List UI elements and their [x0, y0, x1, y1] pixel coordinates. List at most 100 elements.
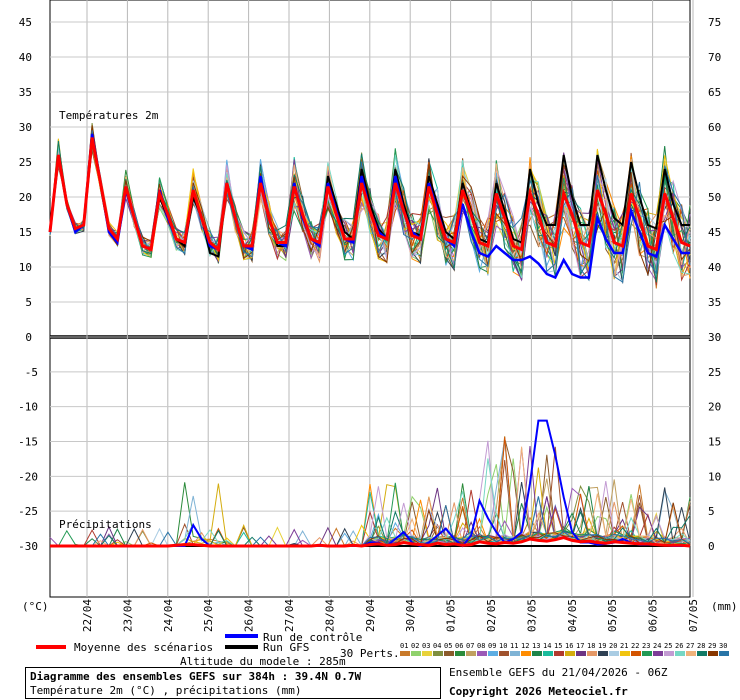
legend-pert-swatch [565, 651, 575, 656]
footer-subtitle: Température 2m (°C) , précipitations (mm… [30, 684, 302, 697]
precip-right-tick: 10 [708, 470, 721, 483]
legend-pert-number: 17 [576, 642, 584, 650]
legend-pert-number: 19 [598, 642, 606, 650]
legend-pert-swatch [675, 651, 685, 656]
temp-left-tick: 5 [25, 296, 32, 309]
temp-left-tick: 10 [19, 261, 32, 274]
legend-pert-swatch [400, 651, 410, 656]
precip-right-tick: 25 [708, 366, 721, 379]
x-tick-label: 23/04 [121, 599, 134, 632]
temperature-series [48, 123, 691, 289]
x-tick-label: 27/04 [283, 599, 296, 632]
temp-right-tick: 65 [708, 86, 721, 99]
legend-pert-swatch [708, 651, 718, 656]
legend-pert-number: 13 [532, 642, 540, 650]
temp-left-tick: 20 [19, 191, 32, 204]
legend-pert-swatch [477, 651, 487, 656]
legend-pert-swatch [521, 651, 531, 656]
legend-pert-swatch [543, 651, 553, 656]
legend-control-label: Run de contrôle [263, 631, 363, 644]
legend-pert-number: 26 [675, 642, 683, 650]
precip-left-tick: -20 [18, 470, 38, 483]
legend-pert-swatch [620, 651, 630, 656]
x-tick-label: 26/04 [243, 599, 256, 632]
precip-left-tick: -10 [18, 401, 38, 414]
x-tick-label: 02/05 [485, 599, 498, 632]
temp-right-tick: 70 [708, 51, 721, 64]
legend-pert-number: 16 [565, 642, 573, 650]
legend-pert-number: 27 [686, 642, 694, 650]
legend-mean-label: Moyenne des scénarios [74, 641, 214, 654]
temp-right-tick: 55 [708, 156, 721, 169]
legend-pert-number: 21 [620, 642, 628, 650]
x-tick-label: 05/05 [606, 599, 619, 632]
temp-right-tick: 60 [708, 121, 721, 134]
legend-pert-swatch [444, 651, 454, 656]
legend-pert-number: 12 [521, 642, 529, 650]
precip-left-tick: -25 [18, 505, 38, 518]
footer-title-box: Diagramme des ensembles GEFS sur 384h : … [25, 667, 441, 699]
legend-pert-number: 15 [554, 642, 562, 650]
legend-pert-swatch [642, 651, 652, 656]
x-tick-label: 04/05 [566, 599, 579, 632]
altitude-label: Altitude du modele : 285m [180, 655, 346, 668]
x-tick-label: 25/04 [202, 599, 215, 632]
temp-left-tick: 0 [25, 331, 32, 344]
legend-pert-swatch [433, 651, 443, 656]
legend-pert-number: 23 [642, 642, 650, 650]
chart-grid [50, 0, 694, 597]
legend-pert-swatch [411, 651, 421, 656]
legend-pert-number: 02 [411, 642, 419, 650]
legend-pert-swatch [510, 651, 520, 656]
precip-left-tick: -30 [18, 540, 38, 553]
legend-pert-number: 24 [653, 642, 661, 650]
temp-left-tick: 25 [19, 156, 32, 169]
legend-pert-number: 22 [631, 642, 639, 650]
legend-swatches: 01 02 03 04 05 06 07 08 09 10 11 12 13 14 15 16 17 18 19 20… [36, 634, 729, 656]
legend-pert-swatch [664, 651, 674, 656]
legend-pert-swatch [686, 651, 696, 656]
x-tick-label: 07/05 [687, 599, 700, 632]
legend-pert-number: 11 [510, 642, 518, 650]
legend-mean-swatch [36, 645, 66, 649]
legend-pert-number: 20 [609, 642, 617, 650]
temp-left-tick: 35 [19, 86, 32, 99]
legend-pert-number: 04 [433, 642, 441, 650]
legend-pert-swatch [719, 651, 729, 656]
precip-right-tick: 5 [708, 505, 715, 518]
legend-perts-label: 30 Perts. [340, 647, 400, 660]
precip-right-tick: 20 [708, 401, 721, 414]
precip-left-tick: -15 [18, 436, 38, 449]
temp-left-tick: 30 [19, 121, 32, 134]
legend-control-swatch [225, 634, 258, 638]
legend-pert-swatch [455, 651, 465, 656]
footer-title: Diagramme des ensembles GEFS sur 384h : … [30, 670, 362, 683]
legend-pert-swatch [466, 651, 476, 656]
precip-right-tick: 0 [708, 540, 715, 553]
temp-left-tick: 40 [19, 51, 32, 64]
temperature-panel-label: Températures 2m [59, 109, 159, 122]
legend-pert-number: 08 [477, 642, 485, 650]
legend-pert-number: 01 [400, 642, 408, 650]
legend-pert-swatch [554, 651, 564, 656]
legend-pert-number: 06 [455, 642, 463, 650]
legend-pert-number: 25 [664, 642, 672, 650]
temp-right-tick: 40 [708, 261, 721, 274]
temp-right-tick: 50 [708, 191, 721, 204]
legend-pert-swatch [532, 651, 542, 656]
legend-pert-swatch [631, 651, 641, 656]
temp-right-tick: 75 [708, 16, 721, 29]
legend-pert-swatch [499, 651, 509, 656]
legend-pert-swatch [422, 651, 432, 656]
legend-pert-number: 05 [444, 642, 452, 650]
precipitation-series [49, 419, 691, 548]
legend-pert-number: 29 [708, 642, 716, 650]
temp-right-tick: 30 [708, 331, 721, 344]
x-tick-label: 24/04 [162, 599, 175, 632]
legend-pert-swatch [697, 651, 707, 656]
legend-pert-number: 03 [422, 642, 430, 650]
x-tick-label: 30/04 [404, 599, 417, 632]
x-tick-label: 28/04 [323, 599, 336, 632]
temp-mean-line [48, 137, 691, 253]
